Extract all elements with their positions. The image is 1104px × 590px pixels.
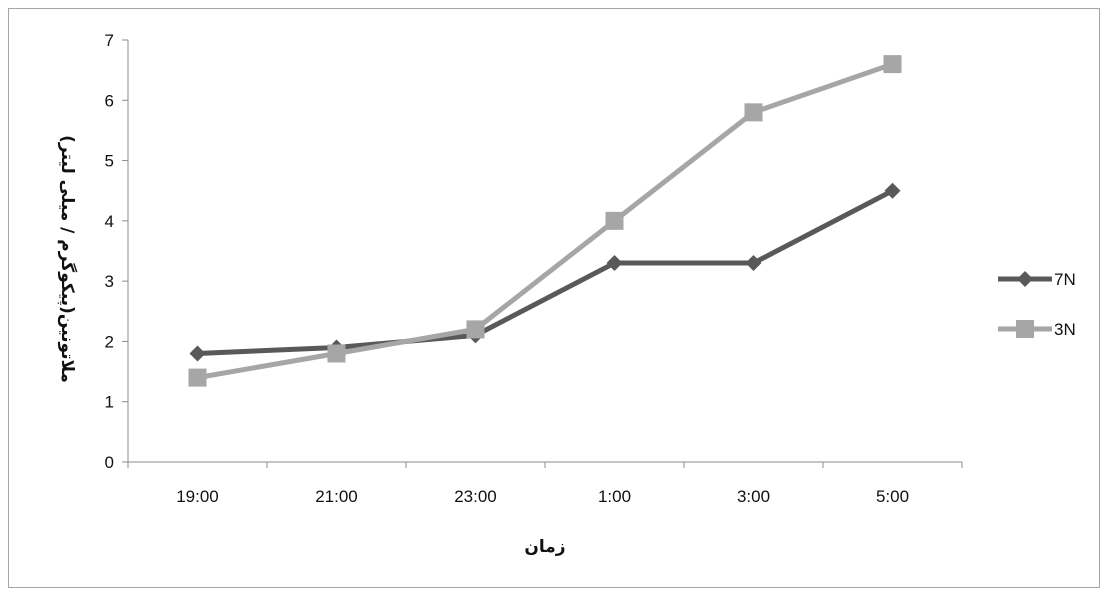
legend: 7N 3N <box>998 270 1076 339</box>
y-tick-label: 2 <box>105 332 114 351</box>
x-tick-label: 21:00 <box>315 487 358 506</box>
series-3N <box>188 55 902 387</box>
series-line-7N <box>197 188 894 356</box>
y-tick-label: 0 <box>105 453 114 472</box>
data-point-7N <box>606 255 623 272</box>
y-tick-label: 3 <box>105 272 114 291</box>
chart-frame <box>8 8 1100 588</box>
data-point-3N <box>605 211 624 230</box>
data-point-7N <box>189 345 206 362</box>
x-tick-label: 19:00 <box>176 487 219 506</box>
x-tick-label: 1:00 <box>598 487 631 506</box>
series-layer <box>188 55 902 387</box>
y-tick-label: 5 <box>105 152 114 171</box>
x-tick-label: 3:00 <box>737 487 770 506</box>
legend-label-7N: 7N <box>1054 270 1076 289</box>
data-point-7N <box>745 255 762 272</box>
y-tick-label: 4 <box>105 212 114 231</box>
legend-label-3N: 3N <box>1054 320 1076 339</box>
y-tick-label: 1 <box>105 393 114 412</box>
legend-marker-3N <box>1016 320 1034 338</box>
x-axis-title: زمان <box>524 537 565 557</box>
y-tick-label: 7 <box>105 31 114 50</box>
legend-item-3N: 3N <box>998 320 1076 339</box>
x-tick-label: 5:00 <box>876 487 909 506</box>
data-point-3N <box>466 320 485 339</box>
data-point-3N <box>744 103 763 122</box>
y-tick-label: 6 <box>105 91 114 110</box>
axes: 0 1 2 3 4 5 6 7 19:00 21:00 23:00 1:00 3:00 5:00 <box>105 31 963 506</box>
x-tick-label: 23:00 <box>454 487 497 506</box>
data-point-3N <box>883 55 902 74</box>
legend-item-7N: 7N <box>998 270 1076 289</box>
data-point-7N <box>884 182 901 199</box>
legend-marker-7N <box>1017 271 1033 287</box>
y-axis-title: ملاتونین(پیکوگرم / میلی لیتر) <box>57 135 78 383</box>
series-line-3N <box>197 61 894 381</box>
data-point-3N <box>188 368 207 387</box>
data-point-3N <box>327 344 346 363</box>
